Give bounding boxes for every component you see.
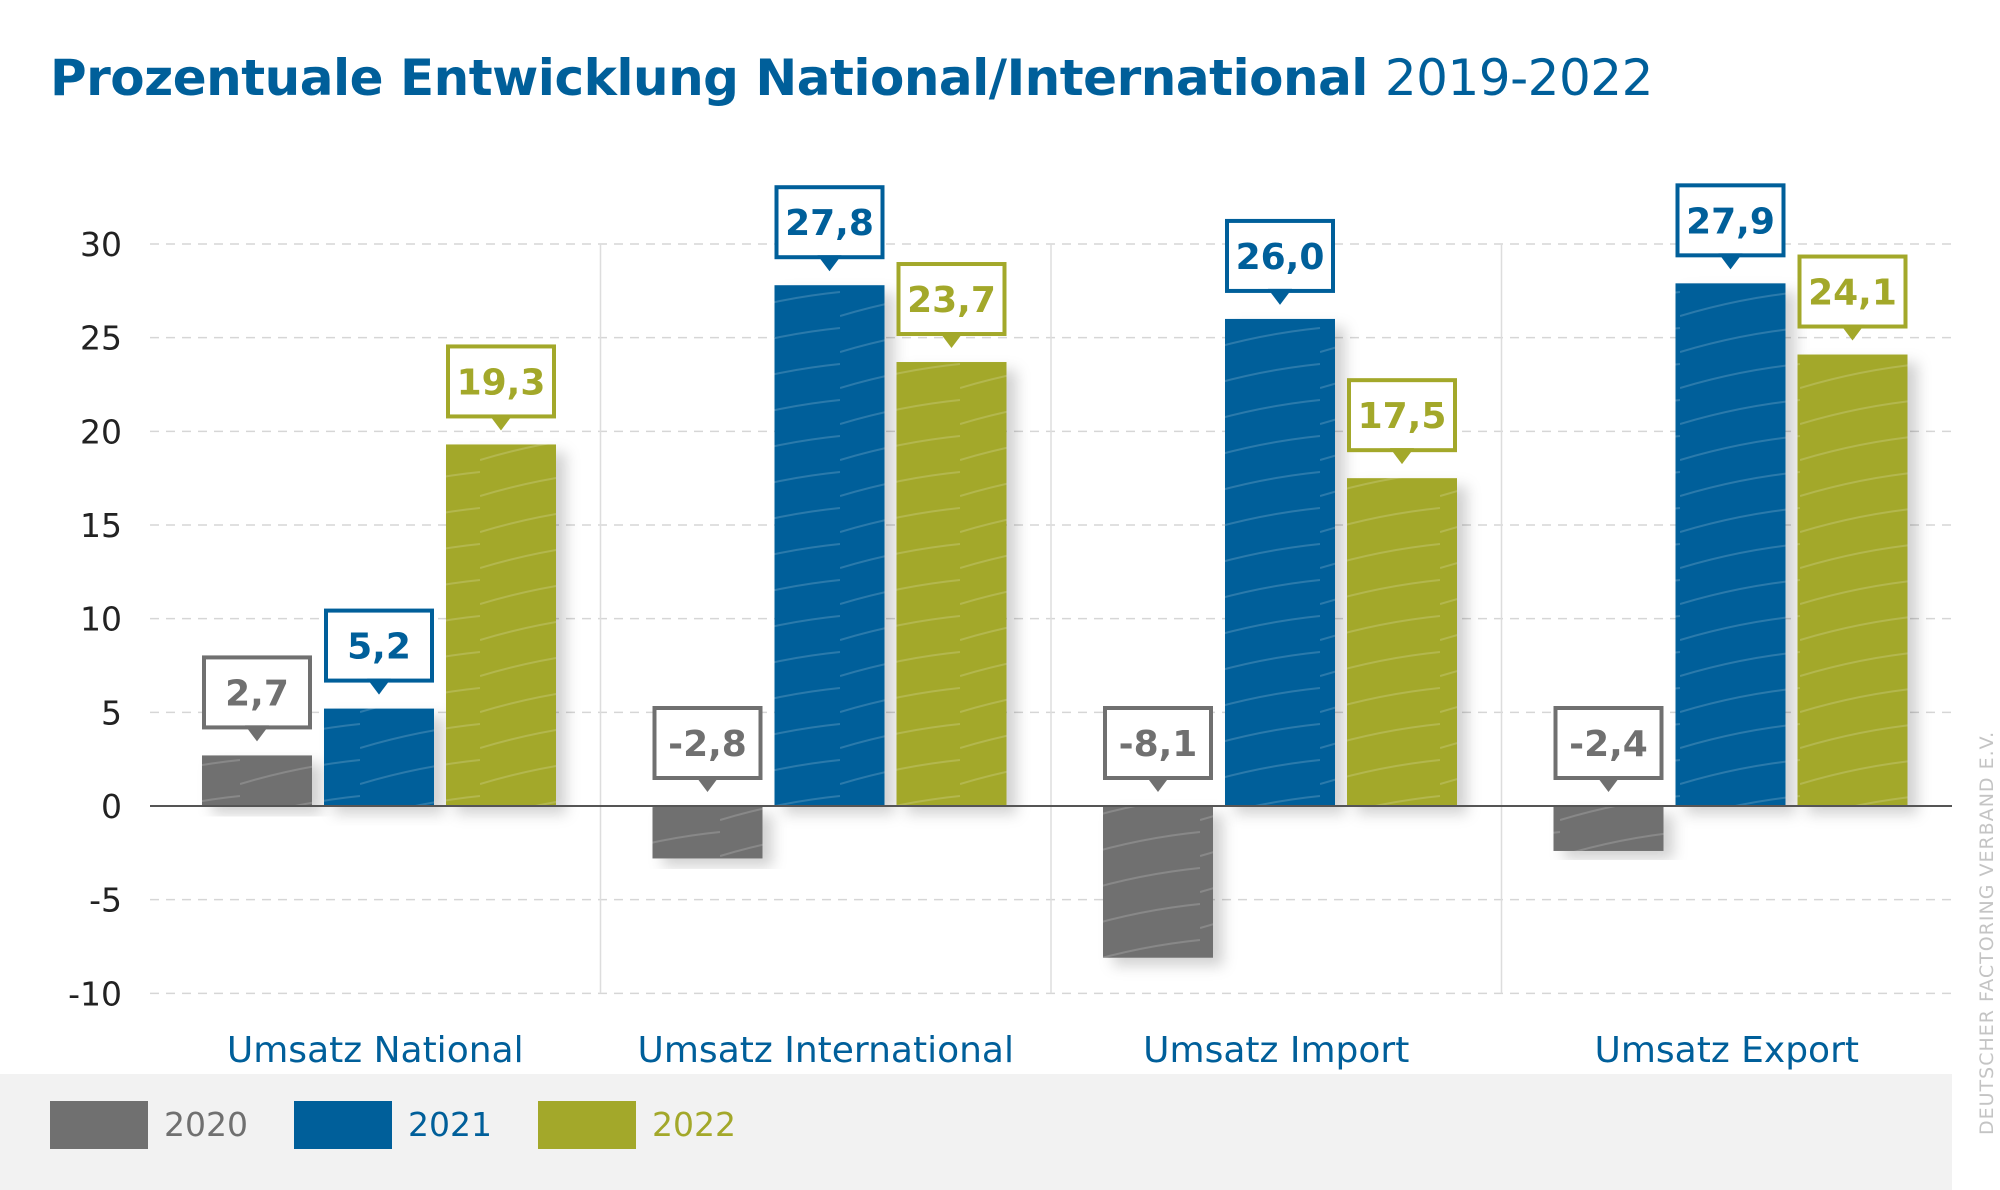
bar-texture (202, 755, 312, 806)
bar-texture (896, 362, 1007, 806)
value-label: 19,3 (457, 362, 546, 403)
value-callout-pointer (245, 725, 269, 742)
value-callout-box (1797, 254, 1908, 329)
y-tick-label: -5 (89, 881, 122, 920)
value-callout-pointer (489, 414, 513, 431)
category-label: Umsatz Import (1143, 1030, 1409, 1071)
value-callout: -2,4 (1553, 706, 1664, 792)
value-callout: 23,7 (896, 262, 1007, 349)
value-label: 17,5 (1358, 396, 1447, 437)
bar-texture (1553, 806, 1664, 851)
bar-texture (1347, 478, 1457, 806)
value-callout: 2,7 (202, 655, 312, 742)
legend-swatch-2020 (50, 1101, 148, 1149)
chart-title-years: 2019-2022 (1384, 49, 1654, 107)
value-callout-box (774, 185, 885, 260)
value-label: 26,0 (1236, 237, 1325, 278)
legend-label-2020: 2020 (164, 1105, 248, 1144)
y-tick-label: 20 (80, 412, 122, 451)
value-callout: 17,5 (1347, 378, 1457, 465)
value-callout-pointer (1596, 776, 1621, 792)
bar-chart: 30 25 20 15 10 5 0 -5 -10 2,7 5,2 19,3 Umsatz Nation… (68, 183, 1952, 1071)
value-callout: 24,1 (1797, 254, 1908, 341)
bar-texture (324, 708, 434, 806)
value-callout-box (202, 655, 312, 730)
bar-texture (446, 444, 556, 806)
value-label: 24,1 (1808, 273, 1897, 314)
value-label: -2,4 (1569, 724, 1648, 765)
legend-swatch-2022 (538, 1101, 636, 1149)
y-tick-label: 30 (80, 225, 122, 264)
value-callout-pointer (367, 678, 391, 695)
value-callout-pointer (1146, 776, 1170, 792)
value-label: 2,7 (225, 673, 289, 714)
category-label: Umsatz Export (1594, 1030, 1859, 1071)
y-tick-label: 5 (101, 693, 122, 732)
value-callout: 5,2 (324, 608, 434, 695)
legend-band (0, 1074, 1952, 1190)
value-label: 27,8 (785, 203, 874, 244)
value-callout-pointer (1268, 288, 1292, 305)
category-label: Umsatz National (227, 1030, 524, 1071)
legend-label-2022: 2022 (652, 1105, 736, 1144)
bar-texture (1797, 354, 1908, 806)
value-label: -2,8 (668, 724, 747, 765)
category-label: Umsatz International (638, 1030, 1014, 1071)
value-label: -8,1 (1119, 724, 1198, 765)
value-callout: -2,8 (652, 706, 763, 792)
chart-title-main: Prozentuale Entwicklung National/Interna… (50, 49, 1368, 107)
legend-swatch-2021 (294, 1101, 392, 1149)
value-callout-pointer (1840, 324, 1865, 341)
bar-texture (652, 806, 763, 859)
value-callout: 27,8 (774, 185, 885, 272)
value-label: 23,7 (907, 280, 996, 321)
value-callout-box (1553, 706, 1664, 780)
value-callout: 19,3 (446, 344, 556, 431)
value-callout-pointer (695, 776, 720, 792)
legend-label-2021: 2021 (408, 1105, 492, 1144)
value-callout: 27,9 (1675, 183, 1786, 270)
value-callout-box (1103, 706, 1213, 780)
chart-title: Prozentuale Entwicklung National/Interna… (50, 46, 1653, 110)
y-tick-label: 25 (80, 319, 122, 358)
y-tick-label: -10 (68, 974, 122, 1013)
y-tick-label: 0 (101, 787, 122, 826)
value-callout-pointer (1390, 448, 1414, 465)
value-callout-pointer (939, 332, 964, 349)
value-label: 5,2 (347, 627, 411, 668)
value-callout: -8,1 (1103, 706, 1213, 792)
value-label: 27,9 (1686, 201, 1775, 242)
value-callout: 26,0 (1225, 218, 1335, 305)
bar-texture (1675, 283, 1786, 807)
bar-texture (1225, 318, 1335, 806)
bar-texture (1103, 806, 1213, 958)
value-callout-pointer (1718, 253, 1743, 270)
y-tick-label: 15 (80, 506, 122, 545)
y-tick-label: 10 (80, 600, 122, 639)
value-callout-pointer (817, 255, 842, 272)
value-callout-box (1347, 378, 1457, 453)
source-credit: DEUTSCHER FACTORING VERBAND E.V. (1976, 730, 1998, 1135)
bar-texture (774, 285, 885, 806)
